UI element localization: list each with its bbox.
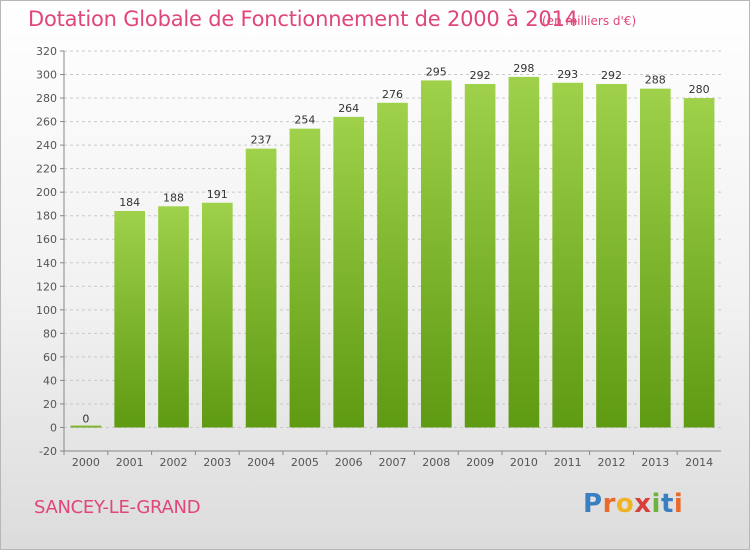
logo-letter: i <box>651 489 661 519</box>
bar <box>158 206 189 428</box>
logo-letter: i <box>673 489 684 519</box>
x-tick-label: 2008 <box>422 456 450 469</box>
y-tick-label: 60 <box>43 351 57 364</box>
y-tick-label: 180 <box>36 210 57 223</box>
place-name: SANCEY-LE-GRAND <box>34 497 201 518</box>
data-label: 292 <box>470 69 491 82</box>
data-label: 191 <box>207 188 228 201</box>
data-label: 254 <box>294 114 315 127</box>
bar <box>377 102 408 428</box>
unit-note: (en milliers d'€) <box>542 14 637 28</box>
data-label: 288 <box>645 74 666 87</box>
bar <box>70 425 102 428</box>
logo-letter: o <box>615 489 635 519</box>
data-label: 0 <box>82 412 89 425</box>
axes: -20 0 20 40 60 80 100 120 140 160 180 200 220 240 260 2… <box>36 45 721 469</box>
data-label: 184 <box>119 196 140 209</box>
x-tick-label: 2003 <box>203 456 231 469</box>
bar <box>683 98 715 428</box>
x-tick-label: 2005 <box>291 456 319 469</box>
bar <box>289 128 321 428</box>
x-tick-label: 2004 <box>247 456 275 469</box>
y-tick-label: 100 <box>36 304 57 317</box>
y-tick-label: 0 <box>50 421 57 434</box>
x-tick-label: 2013 <box>641 456 669 469</box>
data-label: 237 <box>251 134 272 147</box>
y-tick-label: 120 <box>36 280 57 293</box>
x-tick-label: 2000 <box>72 456 100 469</box>
x-tick-label: 2006 <box>335 456 363 469</box>
data-label: 295 <box>426 65 447 78</box>
bar <box>333 116 365 428</box>
data-label: 292 <box>601 69 622 82</box>
data-label: 188 <box>163 191 184 204</box>
chart-title: Dotation Globale de Fonctionnement de 20… <box>28 7 578 31</box>
data-label: 293 <box>557 68 578 81</box>
bar <box>552 82 584 428</box>
bar <box>420 80 452 428</box>
logo-letter: r <box>602 489 616 519</box>
x-tick-label: 2014 <box>685 456 713 469</box>
bars <box>70 76 715 428</box>
y-tick-label: 80 <box>43 327 57 340</box>
y-tick-label: 240 <box>36 139 57 152</box>
bar <box>464 83 496 428</box>
y-tick-label: 200 <box>36 186 57 199</box>
x-tick-label: 2002 <box>160 456 188 469</box>
x-tick-label: 2010 <box>510 456 538 469</box>
x-tick-label: 2011 <box>554 456 582 469</box>
y-tick-label: 160 <box>36 233 57 246</box>
bar <box>596 83 627 428</box>
data-label: 298 <box>513 62 534 75</box>
data-label: 276 <box>382 88 403 101</box>
logo-letter: t <box>660 489 674 519</box>
x-tick-label: 2007 <box>379 456 407 469</box>
y-tick-label: 20 <box>43 398 57 411</box>
y-tick-label: 260 <box>36 116 57 129</box>
bar <box>508 76 540 428</box>
bar <box>114 211 146 428</box>
y-tick-label: 40 <box>43 374 57 387</box>
y-tick-label: 320 <box>36 45 57 58</box>
x-tick-label: 2001 <box>116 456 144 469</box>
bar <box>639 88 671 428</box>
x-tick-label: 2012 <box>598 456 626 469</box>
logo-letter: x <box>634 489 652 519</box>
data-labels: 0 184 188 191 237 254 264 276 295 292 298 293 292 288… <box>82 62 709 426</box>
proxiti-logo: Proxiti <box>583 489 683 519</box>
logo-letter: P <box>583 489 603 519</box>
data-label: 264 <box>338 102 359 115</box>
y-tick-label: 280 <box>36 92 57 105</box>
y-tick-label: 300 <box>36 69 57 82</box>
y-tick-label: -20 <box>39 445 57 458</box>
y-tick-label: 140 <box>36 257 57 270</box>
bar <box>201 202 233 428</box>
bar <box>245 148 277 428</box>
x-tick-label: 2009 <box>466 456 494 469</box>
y-tick-label: 220 <box>36 163 57 176</box>
data-label: 280 <box>689 83 710 96</box>
